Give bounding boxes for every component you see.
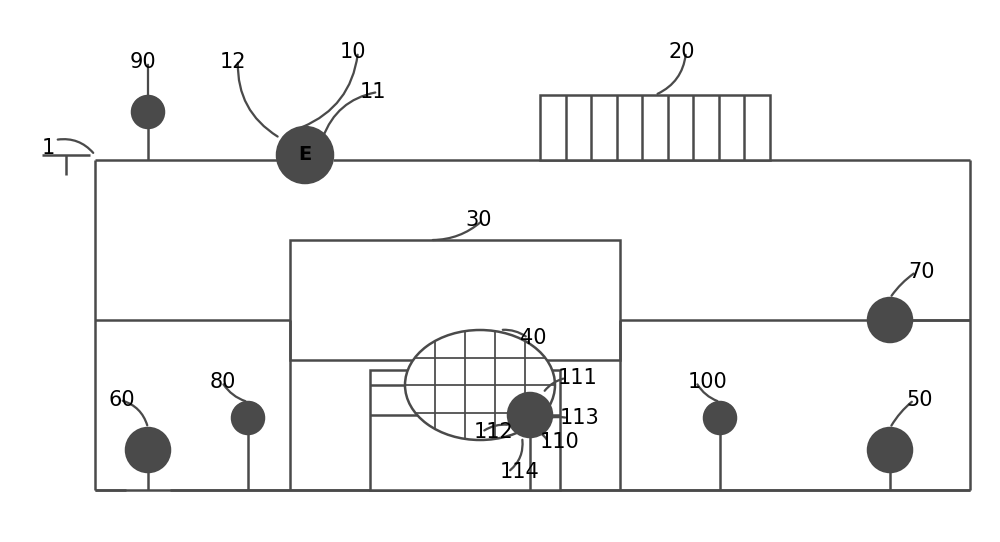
Text: 10: 10 xyxy=(340,42,366,62)
Polygon shape xyxy=(132,96,164,112)
Ellipse shape xyxy=(405,330,555,440)
Text: 90: 90 xyxy=(130,52,157,72)
Circle shape xyxy=(132,96,164,128)
Circle shape xyxy=(126,428,170,472)
Bar xyxy=(540,95,770,160)
Text: 80: 80 xyxy=(210,372,236,392)
Bar xyxy=(290,240,620,360)
Text: 113: 113 xyxy=(560,408,600,428)
Text: 1: 1 xyxy=(42,138,55,158)
Text: 30: 30 xyxy=(465,210,492,230)
Text: 70: 70 xyxy=(908,262,934,282)
Text: 60: 60 xyxy=(108,390,135,410)
Circle shape xyxy=(704,402,736,434)
Text: 20: 20 xyxy=(668,42,694,62)
Circle shape xyxy=(868,298,912,342)
Circle shape xyxy=(232,402,264,434)
Text: 114: 114 xyxy=(500,462,540,482)
Polygon shape xyxy=(704,402,736,418)
Text: 110: 110 xyxy=(540,432,580,452)
Text: 111: 111 xyxy=(558,368,598,388)
Text: 112: 112 xyxy=(474,422,514,442)
Text: 100: 100 xyxy=(688,372,728,392)
Text: 11: 11 xyxy=(360,82,386,102)
Circle shape xyxy=(508,393,552,437)
Polygon shape xyxy=(232,402,264,418)
Text: E: E xyxy=(298,145,312,165)
Bar xyxy=(370,370,560,490)
Circle shape xyxy=(277,127,333,183)
Text: 50: 50 xyxy=(906,390,932,410)
Circle shape xyxy=(868,428,912,472)
Text: 12: 12 xyxy=(220,52,246,72)
Text: 40: 40 xyxy=(520,328,546,348)
